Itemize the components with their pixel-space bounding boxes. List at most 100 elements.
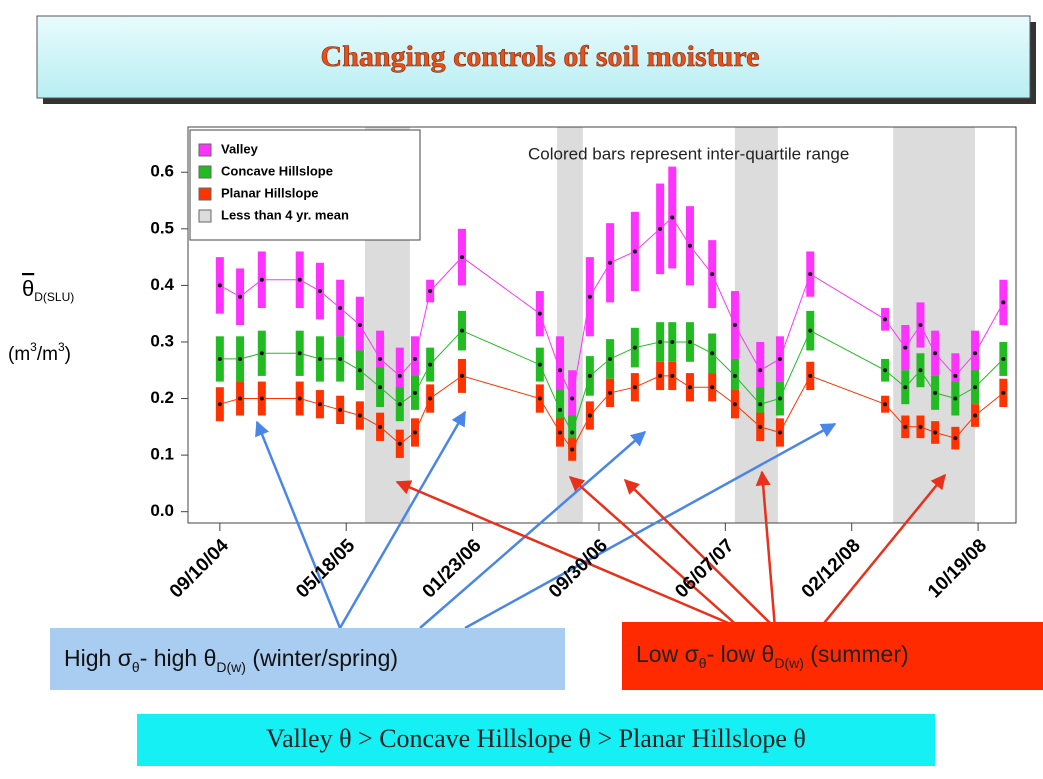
median-point <box>412 356 417 361</box>
y-tick-label: 0.3 <box>150 331 174 350</box>
median-point <box>317 289 322 294</box>
median-point <box>338 356 343 361</box>
median-point <box>953 396 958 401</box>
median-point <box>338 407 343 412</box>
y-tick-label: 0.0 <box>150 501 174 520</box>
text-part: D(w) <box>774 655 804 671</box>
median-point <box>608 260 613 265</box>
median-point <box>808 373 813 378</box>
median-point <box>357 413 362 418</box>
series <box>215 166 1008 427</box>
median-point <box>710 272 715 277</box>
y-units: (m3/m3) <box>8 340 71 365</box>
text-part: Low σ <box>636 641 699 667</box>
median-point <box>397 402 402 407</box>
text-part: θ <box>132 659 140 675</box>
shaded-period <box>557 127 583 523</box>
median-point <box>973 413 978 418</box>
y-tick-label: 0.6 <box>150 162 174 181</box>
legend-swatch <box>198 143 212 157</box>
median-point <box>918 323 923 327</box>
median-point <box>883 402 888 407</box>
median-point <box>587 373 592 378</box>
median-point <box>558 430 563 435</box>
legend: Valley Concave Hillslope Planar Hillslope L… <box>189 129 421 241</box>
median-point <box>297 351 302 356</box>
median-point <box>732 323 737 327</box>
median-point <box>259 277 264 282</box>
median-point <box>687 243 692 248</box>
callout-right-box <box>622 622 1043 690</box>
median-point <box>1001 356 1006 361</box>
median-point <box>428 362 433 367</box>
median-point <box>903 424 908 429</box>
median-point <box>317 402 322 407</box>
median-point <box>918 424 923 429</box>
series <box>215 358 1008 461</box>
median-point <box>670 339 675 344</box>
median-point <box>632 385 637 390</box>
median-point <box>933 390 938 395</box>
median-point <box>687 385 692 390</box>
median-point <box>903 345 908 350</box>
y-tick-label: 0.2 <box>150 388 174 407</box>
text-part: - low θ <box>707 641 775 667</box>
median-point <box>428 396 433 401</box>
median-point <box>953 436 958 441</box>
median-point <box>259 396 264 401</box>
y-tick-label: 0.1 <box>150 445 174 464</box>
y-tick-label: 0.5 <box>150 218 174 237</box>
median-point <box>570 430 575 435</box>
median-point <box>397 441 402 446</box>
median-point <box>238 294 243 299</box>
median-point <box>217 283 222 288</box>
median-point <box>459 373 464 378</box>
median-point <box>259 351 264 356</box>
median-point <box>217 402 222 407</box>
text-part: /m <box>37 344 58 365</box>
median-point <box>537 362 542 367</box>
x-tick-label: 09/10/04 <box>166 535 233 602</box>
annotation: Colored bars represent inter-quartile ra… <box>528 144 849 163</box>
arrows <box>255 410 946 630</box>
callout-left: High σθ- high θD(w) (winter/spring) <box>64 645 398 675</box>
median-point <box>537 396 542 401</box>
title-box <box>36 15 1031 99</box>
median-point <box>632 345 637 350</box>
median-point <box>570 396 575 401</box>
median-point <box>732 373 737 378</box>
median-point <box>558 407 563 412</box>
median-point <box>670 215 675 220</box>
legend-label: Concave Hillslope <box>221 163 333 178</box>
median-point <box>808 272 813 277</box>
median-point <box>357 368 362 373</box>
x-tick-label: 06/07/07 <box>671 535 738 602</box>
shaded-period <box>734 127 778 523</box>
median-point <box>918 368 923 373</box>
median-point <box>658 373 663 378</box>
median-point <box>587 294 592 299</box>
median-point <box>933 430 938 435</box>
median-point <box>238 356 243 361</box>
median-point <box>777 430 782 435</box>
median-point <box>378 356 383 361</box>
x-tick-label: 10/19/08 <box>924 535 991 602</box>
median-point <box>397 373 402 378</box>
legend-label: Planar Hillslope <box>221 185 319 200</box>
median-point <box>710 351 715 356</box>
plot <box>215 127 1008 523</box>
median-point <box>217 356 222 361</box>
median-point <box>378 385 383 390</box>
text-part: θ <box>699 655 707 671</box>
median-point <box>758 368 763 373</box>
median-point <box>658 226 663 231</box>
legend-swatch <box>198 165 212 179</box>
median-point <box>378 424 383 429</box>
text-part: ) <box>65 344 71 365</box>
median-point <box>758 424 763 429</box>
median-point <box>608 356 613 361</box>
text-part: 3 <box>30 340 37 354</box>
legend-swatch <box>198 187 212 201</box>
